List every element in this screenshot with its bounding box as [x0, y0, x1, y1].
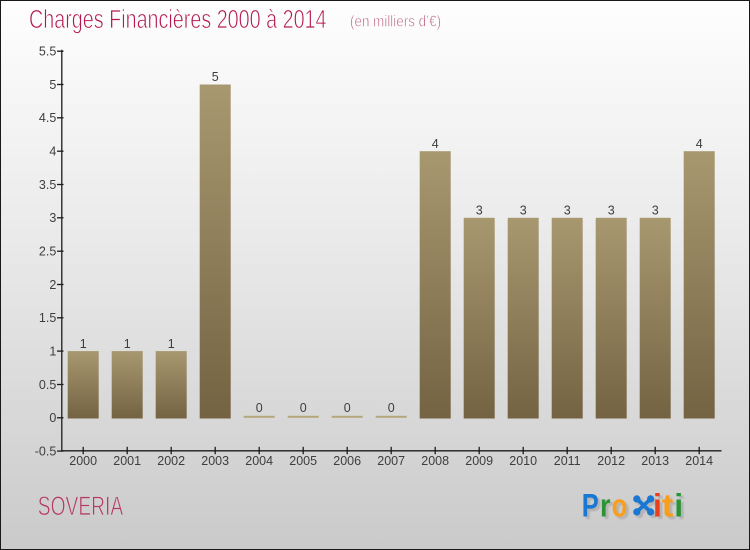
svg-text:i: i [653, 487, 662, 523]
svg-text:0: 0 [49, 411, 56, 425]
svg-text:o: o [614, 490, 630, 526]
svg-text:P: P [585, 490, 602, 526]
svg-text:r: r [600, 487, 611, 523]
svg-text:i: i [677, 490, 686, 526]
svg-text:4: 4 [432, 137, 439, 151]
svg-text:2000: 2000 [69, 454, 97, 468]
svg-text:t: t [662, 487, 674, 523]
svg-text:3.5: 3.5 [39, 178, 56, 192]
svg-text:2: 2 [49, 278, 56, 292]
svg-text:3: 3 [520, 204, 527, 218]
svg-text:1.5: 1.5 [39, 311, 56, 325]
svg-text:t: t [665, 490, 677, 526]
svg-text:3: 3 [564, 204, 571, 218]
svg-text:2.5: 2.5 [39, 245, 56, 259]
svg-text:0: 0 [344, 401, 351, 415]
svg-text:2008: 2008 [421, 454, 449, 468]
svg-text:0.5: 0.5 [39, 378, 56, 392]
svg-text:4.5: 4.5 [39, 111, 56, 125]
svg-text:0: 0 [300, 401, 307, 415]
svg-text:Charges Financières 2000 à 201: Charges Financières 2000 à 2014 [29, 5, 327, 34]
svg-text:i: i [674, 487, 683, 523]
svg-text:0: 0 [388, 401, 395, 415]
svg-text:2012: 2012 [597, 454, 625, 468]
svg-text:0: 0 [256, 401, 263, 415]
svg-text:5: 5 [212, 70, 219, 84]
svg-text:2007: 2007 [377, 454, 405, 468]
svg-text:3: 3 [49, 211, 56, 225]
svg-text:-0.5: -0.5 [35, 445, 57, 459]
svg-text:2002: 2002 [157, 454, 185, 468]
svg-text:2013: 2013 [641, 454, 669, 468]
svg-text:2005: 2005 [289, 454, 317, 468]
svg-text:5.5: 5.5 [39, 45, 56, 59]
svg-text:3: 3 [476, 204, 483, 218]
svg-text:r: r [603, 490, 614, 526]
svg-text:3: 3 [652, 204, 659, 218]
svg-text:1: 1 [80, 337, 87, 351]
svg-text:1: 1 [168, 337, 175, 351]
svg-text:4: 4 [696, 137, 703, 151]
svg-text:4: 4 [49, 145, 56, 159]
svg-text:2010: 2010 [509, 454, 537, 468]
svg-text:P: P [582, 487, 599, 523]
svg-text:i: i [656, 490, 665, 526]
svg-text:2003: 2003 [201, 454, 229, 468]
svg-text:2009: 2009 [465, 454, 493, 468]
svg-text:5: 5 [49, 78, 56, 92]
svg-text:2014: 2014 [685, 454, 713, 468]
svg-text:2001: 2001 [113, 454, 141, 468]
svg-text:2011: 2011 [554, 454, 581, 468]
svg-text:2006: 2006 [333, 454, 361, 468]
svg-text:1: 1 [49, 345, 56, 359]
svg-text:SOVERIA: SOVERIA [38, 491, 124, 521]
svg-text:2004: 2004 [245, 454, 273, 468]
svg-text:(en milliers d’€): (en milliers d’€) [350, 14, 441, 31]
svg-text:3: 3 [608, 204, 615, 218]
svg-text:o: o [612, 487, 628, 523]
svg-text:1: 1 [124, 337, 131, 351]
